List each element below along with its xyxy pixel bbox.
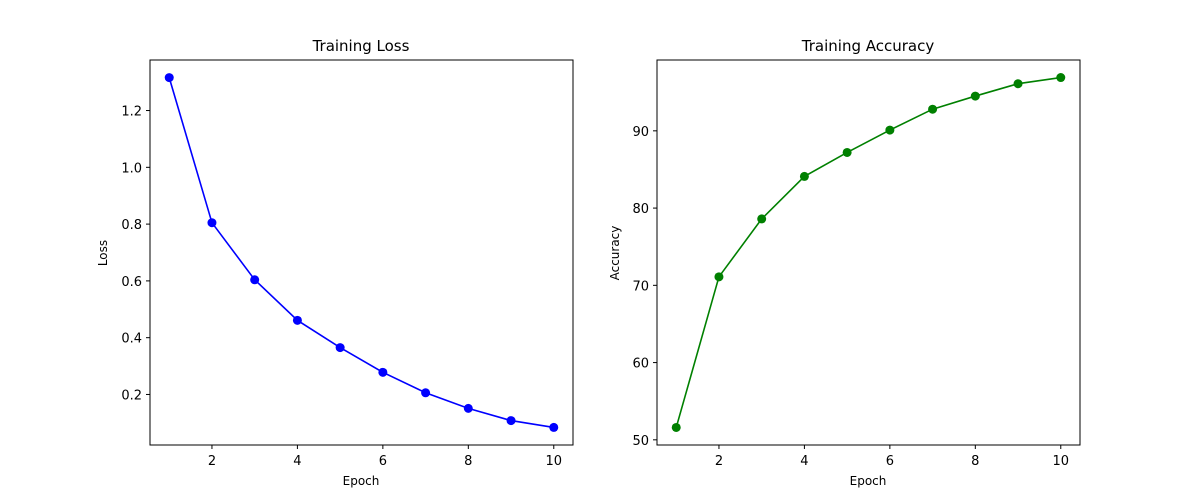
accuracy-y-tick-label: 80	[632, 202, 649, 217]
accuracy-data-point	[714, 272, 724, 282]
loss-data-point	[207, 218, 217, 228]
loss-chart-title: Training Loss	[312, 37, 410, 55]
accuracy-plot-frame	[656, 59, 1081, 446]
loss-y-tick-label: 1.0	[121, 161, 142, 176]
loss-y-tick-label: 1.2	[121, 105, 142, 120]
accuracy-data-point	[1056, 73, 1066, 83]
loss-data-point	[292, 315, 302, 325]
accuracy-x-tick-label: 6	[886, 454, 894, 469]
accuracy-data-point	[842, 147, 852, 157]
accuracy-y-tick-label: 70	[632, 279, 649, 294]
accuracy-data-point	[1013, 79, 1023, 89]
accuracy-y-tick-label: 60	[632, 357, 649, 372]
accuracy-y-axis-label: Accuracy	[608, 226, 622, 281]
loss-chart-panel: Training Loss Epoch Loss 2 4 6 8 10 0.2 0.4 0.6…	[96, 37, 574, 488]
loss-series-line	[168, 77, 554, 429]
loss-data-point	[506, 416, 516, 426]
accuracy-x-axis-label: Epoch	[850, 474, 887, 488]
accuracy-data-point	[799, 171, 809, 181]
accuracy-y-tick-label: 50	[632, 434, 649, 449]
loss-x-axis-label: Epoch	[343, 474, 380, 488]
loss-y-tick-label: 0.4	[121, 332, 142, 347]
loss-y-axis-label: Loss	[96, 240, 110, 266]
loss-y-tick-label: 0.8	[121, 218, 142, 233]
loss-data-point	[164, 73, 174, 83]
loss-data-point	[463, 403, 473, 413]
loss-data-point	[378, 367, 388, 377]
loss-plot-frame	[149, 59, 574, 446]
accuracy-x-tick-label: 2	[715, 454, 723, 469]
loss-data-point	[549, 422, 559, 432]
accuracy-x-tick-label: 4	[800, 454, 808, 469]
loss-x-tick-label: 2	[208, 454, 216, 469]
accuracy-chart-title: Training Accuracy	[801, 37, 935, 55]
loss-y-tick-label: 0.6	[121, 275, 142, 290]
loss-y-tick-label: 0.2	[121, 388, 142, 403]
loss-x-tick-label: 6	[379, 454, 387, 469]
loss-x-tick-label: 4	[293, 454, 301, 469]
accuracy-data-point	[928, 104, 938, 114]
loss-data-point	[335, 343, 345, 353]
accuracy-series-line	[675, 76, 1061, 428]
accuracy-chart-panel: Training Accuracy Epoch Accuracy 2 4 6 8 10 5…	[608, 37, 1081, 488]
loss-data-point	[250, 275, 260, 285]
loss-data-point	[421, 388, 431, 398]
loss-x-tick-label: 8	[464, 454, 472, 469]
accuracy-data-point	[970, 91, 980, 101]
accuracy-x-tick-label: 10	[1052, 454, 1069, 469]
accuracy-data-point	[885, 125, 895, 135]
loss-x-tick-label: 10	[545, 454, 562, 469]
accuracy-data-point	[757, 214, 767, 224]
accuracy-data-point	[671, 422, 681, 432]
accuracy-x-tick-label: 8	[971, 454, 979, 469]
accuracy-y-tick-label: 90	[632, 125, 649, 140]
